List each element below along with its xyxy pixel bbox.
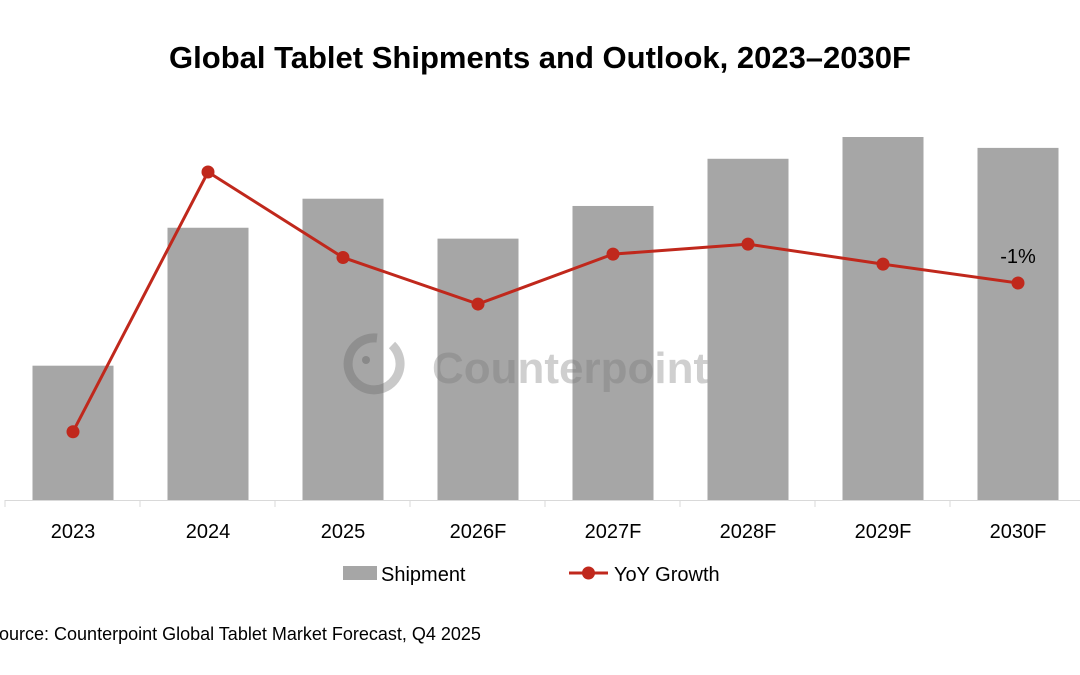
chart-title: Global Tablet Shipments and Outlook, 202… — [169, 40, 911, 75]
yoy-point-2030F — [1011, 276, 1025, 290]
yoy-point-2028F — [741, 237, 755, 251]
bar-2030F — [977, 147, 1059, 500]
x-tick-label-2027F: 2027F — [585, 521, 642, 543]
x-tick-label-2028F: 2028F — [720, 521, 777, 543]
source-note: Source: Counterpoint Global Tablet Marke… — [0, 624, 481, 644]
bar-2026F — [437, 238, 519, 500]
x-tick-label-2029F: 2029F — [855, 521, 912, 543]
legend-yoy-label: YoY Growth — [614, 564, 720, 586]
yoy-point-2026F — [471, 297, 485, 311]
bar-2028F — [707, 158, 789, 500]
yoy-point-2024 — [201, 165, 215, 179]
x-tick-label-2023: 2023 — [51, 521, 96, 543]
x-tick-label-2030F: 2030F — [990, 521, 1047, 543]
yoy-point-2029F — [876, 257, 890, 271]
yoy-point-2025 — [336, 250, 350, 264]
bar-2029F — [842, 137, 924, 500]
counterpoint-logo-dot — [362, 356, 370, 364]
counterpoint-logo-icon — [343, 333, 405, 395]
legend-shipment-label: Shipment — [381, 564, 466, 586]
watermark-text: Counterpoint — [432, 344, 709, 393]
watermark-logo: Counterpoint — [343, 333, 709, 395]
legend-shipment-swatch — [343, 566, 377, 580]
yoy-point-2027F — [606, 247, 620, 261]
x-tick-label-2026F: 2026F — [450, 521, 507, 543]
x-tick-label-2025: 2025 — [321, 521, 366, 543]
x-tick-label-2024: 2024 — [186, 521, 231, 543]
bar-2024 — [167, 227, 249, 500]
legend-yoy-marker — [582, 566, 595, 580]
bar-2025 — [302, 198, 384, 500]
data-label-2030F: -1% — [1000, 246, 1036, 268]
yoy-point-2023 — [66, 425, 80, 439]
yoy-growth-line — [71, 169, 1019, 433]
